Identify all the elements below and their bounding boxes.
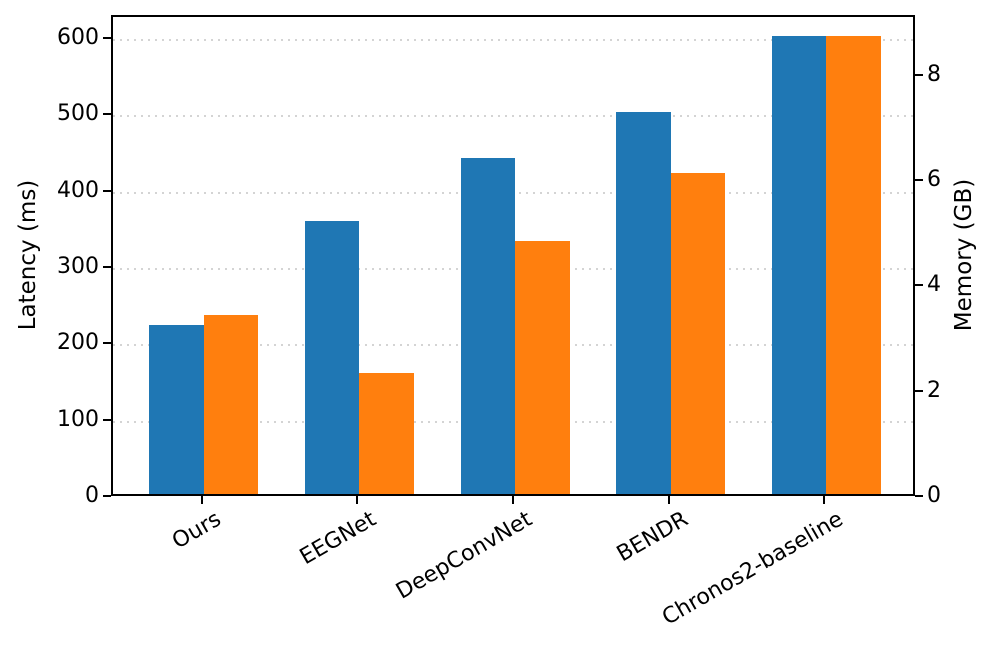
latency-bar-chronos2-baseline — [771, 35, 827, 494]
left-axis-tick-label: 100 — [57, 406, 99, 432]
left-tick-mark — [103, 189, 111, 192]
left-axis-title: Latency (ms) — [15, 179, 41, 331]
right-axis-title: Memory (GB) — [951, 178, 977, 332]
gridline — [113, 115, 913, 118]
gridline — [113, 38, 913, 41]
latency-bar-bendr — [616, 112, 671, 494]
left-tick-mark — [103, 495, 111, 497]
right-axis-tick-label: 8 — [927, 61, 941, 87]
left-tick-mark — [103, 36, 111, 39]
x-tick-mark — [356, 496, 359, 504]
left-axis-tick-label: 300 — [57, 253, 99, 279]
right-tick-mark — [915, 495, 923, 497]
right-tick-mark — [915, 284, 923, 287]
left-axis-tick-label: 400 — [57, 177, 99, 203]
right-axis-tick-label: 4 — [927, 272, 941, 298]
x-tick-mark — [823, 496, 826, 504]
latency-bar-deepconvnet — [460, 158, 515, 494]
latency-bar-ours — [149, 324, 204, 494]
memory-bar-bendr — [670, 172, 725, 494]
x-tick-mark — [512, 496, 514, 504]
left-tick-mark — [103, 113, 111, 116]
right-tick-mark — [915, 73, 923, 76]
left-axis-tick-label: 200 — [57, 330, 99, 356]
right-axis-tick-label: 6 — [927, 167, 941, 193]
memory-bar-chronos2-baseline — [826, 35, 881, 494]
right-axis-tick-label: 0 — [927, 483, 941, 508]
left-axis-tick-label: 600 — [57, 24, 99, 50]
memory-bar-eegnet — [359, 372, 414, 494]
memory-bar-ours — [203, 314, 259, 494]
x-tick-label-chronos2-baseline: Chronos2-baseline — [658, 506, 848, 631]
latency-bar-eegnet — [304, 221, 360, 494]
right-tick-mark — [915, 179, 923, 182]
x-tick-mark — [667, 496, 670, 504]
left-tick-mark — [103, 418, 111, 421]
left-axis-tick-label: 500 — [57, 101, 99, 127]
right-tick-mark — [915, 389, 923, 392]
right-axis-tick-label: 2 — [927, 377, 941, 403]
plot-area — [111, 15, 915, 496]
left-tick-mark — [103, 342, 111, 345]
left-tick-mark — [103, 265, 111, 268]
x-tick-mark — [200, 496, 203, 504]
left-axis-tick-label: 0 — [85, 483, 99, 508]
memory-bar-deepconvnet — [515, 241, 570, 494]
